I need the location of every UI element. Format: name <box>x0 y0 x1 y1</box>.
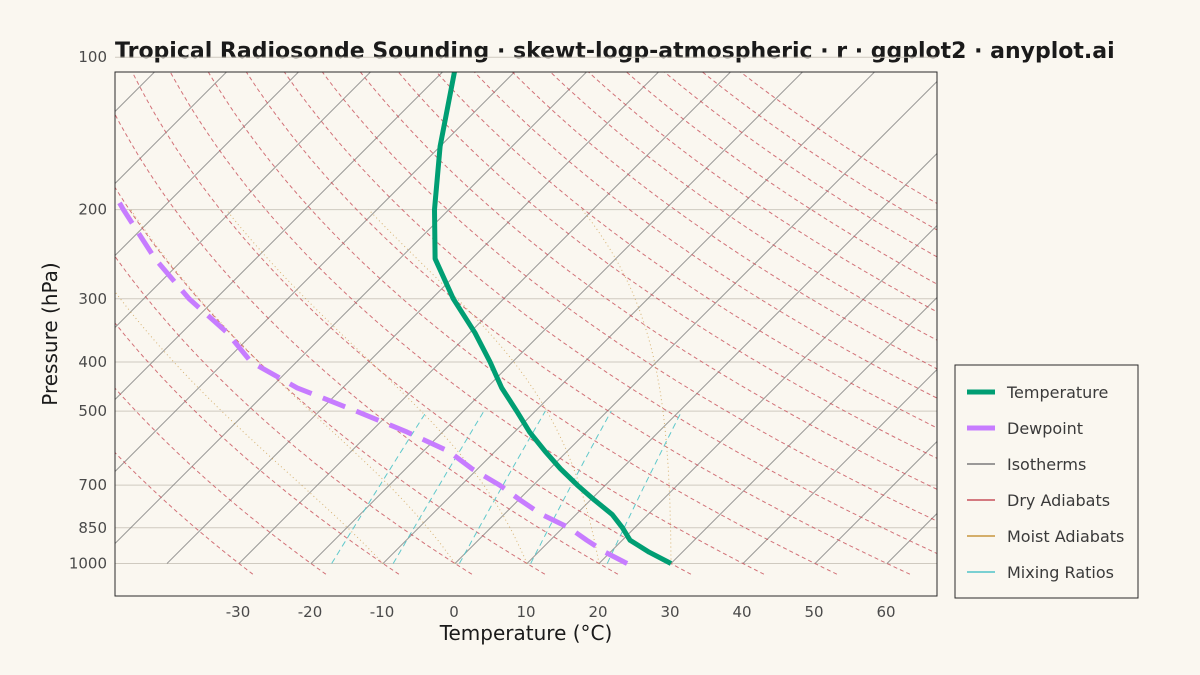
x-tick--30: -30 <box>226 603 251 621</box>
x-tick-20: 20 <box>588 603 607 621</box>
plot-frame <box>114 71 938 597</box>
y-tick-700: 700 <box>78 476 107 494</box>
dry-adiabat--30 <box>115 451 254 575</box>
x-tick-50: 50 <box>804 603 823 621</box>
legend-label-dewpoint: Dewpoint <box>1007 419 1083 438</box>
y-axis-ticks: 100 200 300 400 500 700 850 1000 <box>69 48 107 572</box>
isotherm-0 <box>454 80 937 564</box>
isotherm--50 <box>115 72 588 545</box>
y-tick-1000: 1000 <box>69 555 107 573</box>
x-tick-30: 30 <box>660 603 679 621</box>
mixing-ratio-4 <box>458 410 546 564</box>
mixing-ratio-1 <box>331 410 428 564</box>
y-tick-850: 850 <box>78 519 107 537</box>
dry-adiabat-50 <box>207 72 838 575</box>
moist-adiabat-10 <box>225 209 528 564</box>
isotherm-30 <box>670 296 937 564</box>
legend-label-mixing-ratios: Mixing Ratios <box>1007 563 1114 582</box>
legend-label-dry-adiabats: Dry Adiabats <box>1007 491 1110 510</box>
x-axis-title: Temperature (°C) <box>439 621 613 645</box>
isotherm--70 <box>115 72 444 401</box>
legend-box <box>954 364 1139 599</box>
mixing-ratio-lines <box>331 410 683 564</box>
moist-adiabat-lines <box>115 209 672 564</box>
isotherm--60 <box>115 72 516 473</box>
temperature-line <box>432 72 673 566</box>
sounding-series <box>115 72 673 566</box>
dry-adiabat-90 <box>359 72 937 490</box>
legend-label-moist-adiabats: Moist Adiabats <box>1007 527 1124 546</box>
isotherm-10 <box>526 152 937 564</box>
x-tick-60: 60 <box>876 603 895 621</box>
legend-items: Temperature Dewpoint Isotherms Dry Adiabats… <box>967 383 1124 582</box>
x-tick--10: -10 <box>370 603 395 621</box>
isotherm-lines <box>115 72 937 564</box>
y-tick-500: 500 <box>78 402 107 420</box>
dry-adiabat-160 <box>625 72 937 285</box>
y-tick-400: 400 <box>78 353 107 371</box>
isotherm--30 <box>238 72 732 564</box>
dry-adiabat-80 <box>321 72 937 522</box>
y-tick-300: 300 <box>78 290 107 308</box>
dry-adiabat-110 <box>435 72 937 429</box>
x-tick-0: 0 <box>449 603 459 621</box>
x-tick-10: 10 <box>516 603 535 621</box>
mixing-ratio-2 <box>392 410 485 564</box>
dry-adiabat-60 <box>245 72 911 575</box>
dry-adiabat-120 <box>473 72 937 399</box>
x-tick--20: -20 <box>298 603 323 621</box>
legend: Temperature Dewpoint Isotherms Dry Adiabats… <box>954 364 1139 599</box>
legend-label-temperature: Temperature <box>1006 383 1108 402</box>
isotherm--100 <box>115 72 228 185</box>
moist-adiabat--10 <box>115 290 384 564</box>
chart-title: Tropical Radiosonde Sounding · skewt-log… <box>115 39 1115 64</box>
isotherm--40 <box>166 72 660 564</box>
x-axis-ticks: -30 -20 -10 0 10 20 30 40 50 60 <box>226 603 896 621</box>
isotherm--20 <box>310 72 804 564</box>
dry-adiabat-100 <box>397 72 937 459</box>
mixing-ratio-8 <box>530 410 612 564</box>
x-tick-40: 40 <box>732 603 751 621</box>
dry-adiabat-10 <box>115 186 546 575</box>
mixing-ratio-16 <box>606 410 683 564</box>
dewpoint-line <box>115 190 629 566</box>
isotherm-50 <box>814 440 937 564</box>
dry-adiabat-lines <box>115 72 937 575</box>
dry-adiabat-0 <box>115 255 473 575</box>
isotherm--80 <box>115 72 372 329</box>
isotherm--90 <box>115 72 300 257</box>
dry-adiabat-70 <box>283 72 937 555</box>
y-tick-100: 100 <box>78 48 107 66</box>
plot-area <box>115 72 937 575</box>
moist-adiabat-20 <box>368 209 600 564</box>
y-axis-title: Pressure (hPa) <box>38 262 62 405</box>
dry-adiabat--10 <box>115 322 400 575</box>
moist-adiabat-30 <box>581 209 672 564</box>
isotherm-20 <box>598 224 937 564</box>
isotherm--10 <box>382 72 876 564</box>
isotherm-40 <box>742 368 937 564</box>
y-tick-200: 200 <box>78 201 107 219</box>
pressure-gridlines <box>115 56 937 564</box>
legend-label-isotherms: Isotherms <box>1007 455 1086 474</box>
dry-adiabat-20 <box>115 113 619 575</box>
